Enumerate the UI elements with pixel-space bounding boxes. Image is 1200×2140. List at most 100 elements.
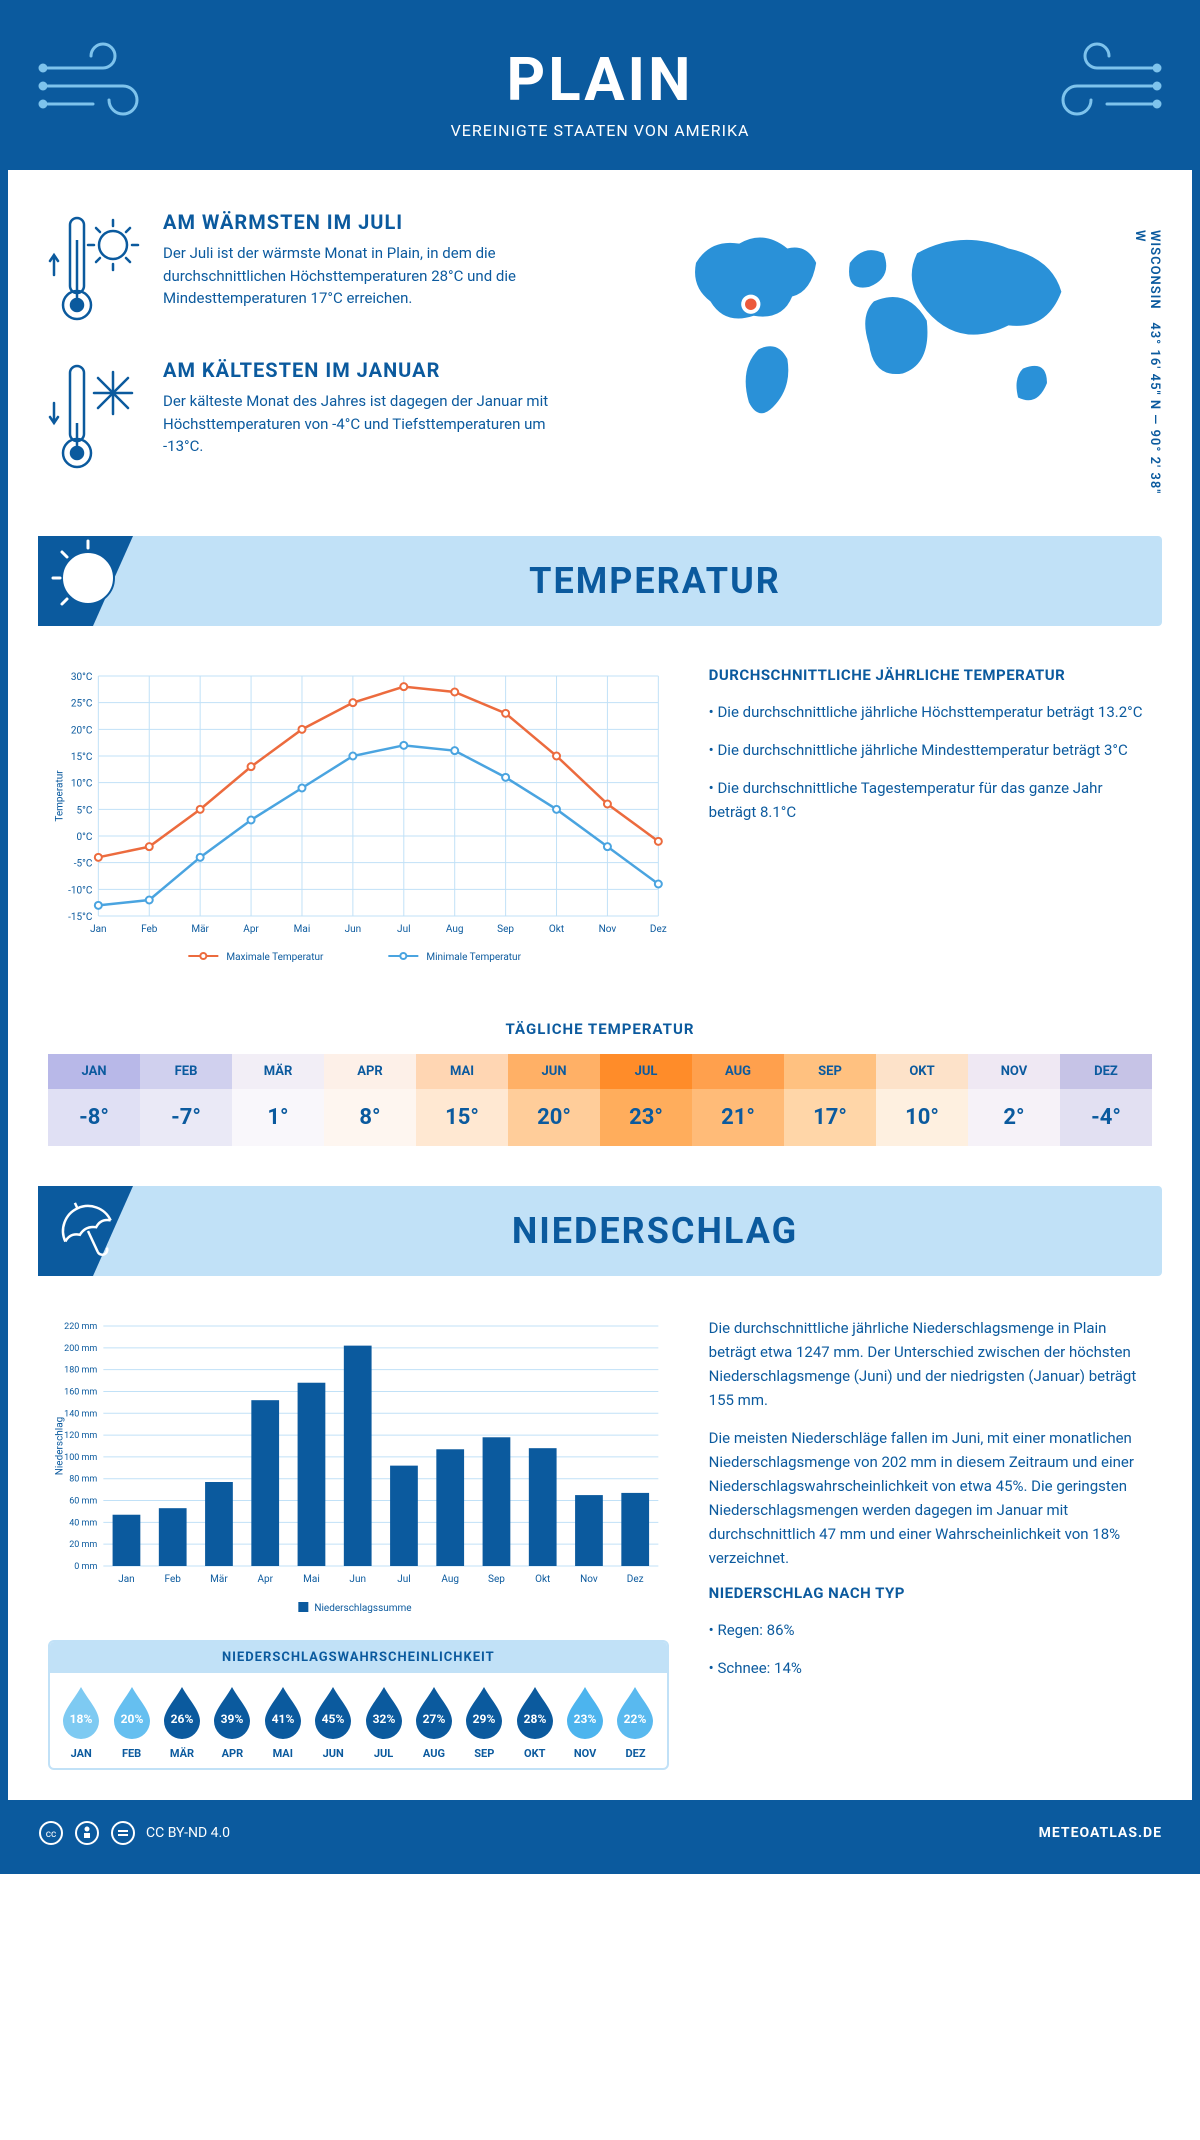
prob-drop: 28%OKT [510, 1683, 560, 1760]
avg-high: • Die durchschnittliche jährliche Höchst… [709, 700, 1152, 724]
svg-text:100 mm: 100 mm [64, 1453, 97, 1463]
svg-text:29%: 29% [473, 1712, 496, 1726]
temp-cell: OKT10° [876, 1054, 968, 1146]
svg-text:39%: 39% [221, 1712, 244, 1726]
precip-snow: • Schnee: 14% [709, 1656, 1152, 1680]
coldest-title: AM KÄLTESTEN IM JANUAR [163, 358, 585, 382]
prob-drop: 26%MÄR [157, 1683, 207, 1760]
averages-title: DURCHSCHNITTLICHE JÄHRLICHE TEMPERATUR [709, 666, 1152, 684]
svg-text:220 mm: 220 mm [64, 1322, 97, 1332]
svg-text:Jan: Jan [90, 924, 106, 935]
sun-icon [38, 536, 148, 626]
svg-text:Jul: Jul [397, 1574, 410, 1585]
svg-text:-10°C: -10°C [68, 885, 93, 896]
svg-text:Niederschlag: Niederschlag [54, 1417, 65, 1476]
cc-icon: cc [38, 1820, 64, 1846]
svg-text:Feb: Feb [141, 924, 158, 935]
prob-drop: 41%MAI [258, 1683, 308, 1760]
svg-text:80 mm: 80 mm [69, 1475, 97, 1485]
svg-text:Mär: Mär [210, 1574, 228, 1585]
svg-text:Jan: Jan [118, 1574, 134, 1585]
svg-text:60 mm: 60 mm [69, 1497, 97, 1507]
temp-cell: DEZ-4° [1060, 1054, 1152, 1146]
svg-text:140 mm: 140 mm [64, 1409, 97, 1419]
prob-drop: 18%JAN [56, 1683, 106, 1760]
svg-text:26%: 26% [171, 1712, 194, 1726]
svg-text:Nov: Nov [599, 924, 617, 935]
prob-drop: 27%AUG [409, 1683, 459, 1760]
wind-icon [1032, 38, 1162, 128]
temp-cell: NOV2° [968, 1054, 1060, 1146]
svg-text:22%: 22% [624, 1712, 647, 1726]
svg-text:Jul: Jul [397, 924, 410, 935]
svg-text:5°C: 5°C [76, 805, 92, 816]
temperature-chart: -15°C-10°C-5°C0°C5°C10°C15°C20°C25°C30°C… [48, 666, 669, 966]
world-map [615, 210, 1152, 460]
svg-text:Jun: Jun [349, 1574, 366, 1585]
svg-text:cc: cc [46, 1829, 56, 1840]
svg-text:28%: 28% [523, 1712, 546, 1726]
coldest-fact: AM KÄLTESTEN IM JANUARDer kälteste Monat… [48, 358, 585, 478]
svg-text:15°C: 15°C [71, 752, 93, 763]
avg-low: • Die durchschnittliche jährliche Mindes… [709, 738, 1152, 762]
svg-text:40 mm: 40 mm [69, 1518, 97, 1528]
by-icon [74, 1820, 100, 1846]
niederschlag-title: NIEDERSCHLAG [148, 1210, 1162, 1252]
precip-p2: Die meisten Niederschläge fallen im Juni… [709, 1426, 1152, 1570]
warmest-text: Der Juli ist der wärmste Monat in Plain,… [163, 242, 585, 310]
svg-text:Okt: Okt [549, 924, 564, 935]
prob-drop: 39%APR [207, 1683, 257, 1760]
daily-temp-table: JAN-8°FEB-7°MÄR1°APR8°MAI15°JUN20°JUL23°… [48, 1054, 1152, 1146]
svg-text:Mär: Mär [191, 924, 209, 935]
svg-text:Mai: Mai [294, 924, 311, 935]
svg-text:Mai: Mai [303, 1574, 320, 1585]
svg-text:Okt: Okt [535, 1574, 550, 1585]
svg-text:Apr: Apr [243, 924, 259, 935]
svg-text:Aug: Aug [441, 1574, 459, 1585]
prob-drop: 32%JUL [358, 1683, 408, 1760]
svg-text:Apr: Apr [257, 1574, 273, 1585]
svg-text:Jun: Jun [345, 924, 362, 935]
wind-icon [38, 38, 168, 128]
temp-cell: JAN-8° [48, 1054, 140, 1146]
temp-cell: JUN20° [508, 1054, 600, 1146]
svg-text:Aug: Aug [446, 924, 464, 935]
svg-text:Temperatur: Temperatur [54, 770, 65, 822]
precipitation-chart: 0 mm20 mm40 mm60 mm80 mm100 mm120 mm140 … [48, 1316, 669, 1616]
prob-drop: 23%NOV [560, 1683, 610, 1760]
temp-cell: APR8° [324, 1054, 416, 1146]
temp-cell: SEP17° [784, 1054, 876, 1146]
svg-text:160 mm: 160 mm [64, 1387, 97, 1397]
svg-text:Feb: Feb [165, 1574, 182, 1585]
svg-text:200 mm: 200 mm [64, 1344, 97, 1354]
temp-cell: MÄR1° [232, 1054, 324, 1146]
svg-text:10°C: 10°C [71, 779, 93, 790]
thermometer-hot-icon [48, 210, 143, 330]
avg-daily: • Die durchschnittliche Tagestemperatur … [709, 776, 1152, 824]
page-frame: PLAIN VEREINIGTE STAATEN VON AMERIKA AM … [0, 0, 1200, 1874]
svg-text:45%: 45% [322, 1712, 345, 1726]
umbrella-icon [38, 1186, 148, 1276]
temp-cell: MAI15° [416, 1054, 508, 1146]
precip-probability: NIEDERSCHLAGSWAHRSCHEINLICHKEIT 18%JAN20… [48, 1640, 669, 1770]
prob-drop: 29%SEP [459, 1683, 509, 1760]
svg-text:18%: 18% [70, 1712, 93, 1726]
svg-text:0 mm: 0 mm [74, 1562, 97, 1572]
svg-text:Dez: Dez [650, 924, 667, 935]
warmest-fact: AM WÄRMSTEN IM JULI Der Juli ist der wärm… [48, 210, 585, 330]
precipitation-text: Die durchschnittliche jährliche Niedersc… [709, 1316, 1152, 1770]
svg-text:32%: 32% [372, 1712, 395, 1726]
svg-text:Sep: Sep [488, 1574, 505, 1585]
warmest-title: AM WÄRMSTEN IM JULI [163, 210, 585, 234]
precip-rain: • Regen: 86% [709, 1618, 1152, 1642]
site-name: METEOATLAS.DE [1039, 1825, 1162, 1841]
temp-cell: AUG21° [692, 1054, 784, 1146]
country-subtitle: VEREINIGTE STAATEN VON AMERIKA [38, 121, 1162, 140]
svg-text:Maximale Temperatur: Maximale Temperatur [226, 952, 324, 963]
precip-p1: Die durchschnittliche jährliche Niedersc… [709, 1316, 1152, 1412]
daily-temp-title: TÄGLICHE TEMPERATUR [8, 1020, 1192, 1038]
temp-cell: FEB-7° [140, 1054, 232, 1146]
coordinates: WISCONSIN 43° 16' 45" N — 90° 2' 38" W [1132, 230, 1162, 506]
prob-title: NIEDERSCHLAGSWAHRSCHEINLICHKEIT [50, 1642, 667, 1673]
header: PLAIN VEREINIGTE STAATEN VON AMERIKA [8, 8, 1192, 170]
